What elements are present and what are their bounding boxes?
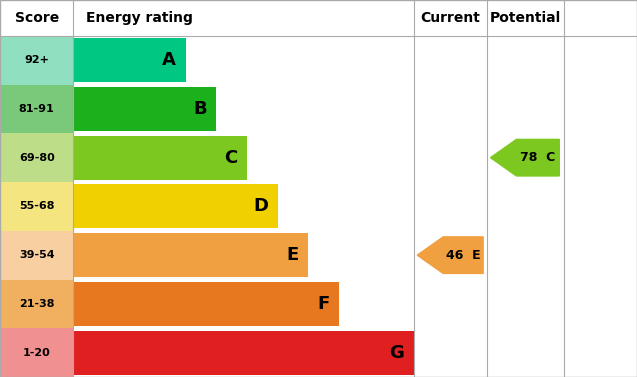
Bar bbox=[0, 36, 73, 84]
Text: G: G bbox=[390, 343, 404, 362]
Bar bbox=[73, 38, 186, 82]
Bar bbox=[73, 282, 339, 326]
Bar bbox=[0, 231, 73, 279]
Text: B: B bbox=[193, 100, 207, 118]
Bar bbox=[0, 133, 73, 182]
Text: D: D bbox=[253, 198, 268, 215]
Text: A: A bbox=[162, 51, 176, 69]
Text: Energy rating: Energy rating bbox=[86, 11, 193, 25]
Text: 55-68: 55-68 bbox=[19, 201, 54, 211]
Bar bbox=[0, 328, 73, 377]
Bar bbox=[0, 279, 73, 328]
Text: 69-80: 69-80 bbox=[18, 153, 55, 162]
Text: 21-38: 21-38 bbox=[19, 299, 54, 309]
Polygon shape bbox=[417, 237, 483, 273]
Text: 81-91: 81-91 bbox=[18, 104, 55, 114]
Bar bbox=[73, 136, 247, 179]
Text: E: E bbox=[287, 246, 299, 264]
Bar bbox=[73, 184, 278, 228]
Text: 78  C: 78 C bbox=[520, 151, 555, 164]
Text: Potential: Potential bbox=[490, 11, 561, 25]
Bar bbox=[73, 331, 414, 375]
Text: 46  E: 46 E bbox=[446, 249, 480, 262]
Bar bbox=[73, 233, 308, 277]
Polygon shape bbox=[490, 139, 559, 176]
Text: Current: Current bbox=[421, 11, 480, 25]
Text: C: C bbox=[224, 149, 238, 167]
Bar bbox=[0, 182, 73, 231]
Bar bbox=[0, 84, 73, 133]
Text: F: F bbox=[317, 295, 329, 313]
Text: 92+: 92+ bbox=[24, 55, 49, 65]
Bar bbox=[73, 87, 217, 131]
Text: 39-54: 39-54 bbox=[19, 250, 54, 260]
Text: 1-20: 1-20 bbox=[23, 348, 50, 358]
Text: Score: Score bbox=[15, 11, 59, 25]
